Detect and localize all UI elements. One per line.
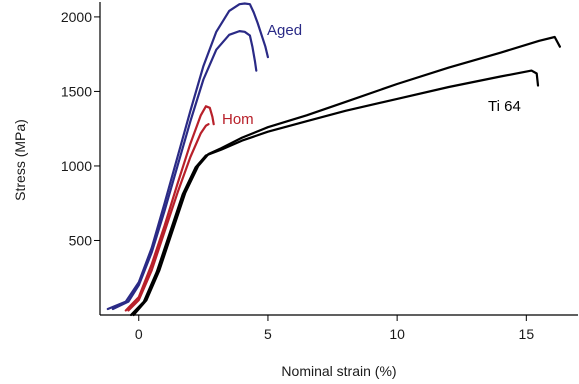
x-axis-title: Nominal strain (%) — [281, 363, 396, 379]
axes — [99, 2, 578, 316]
aged-curve-1 — [106, 2, 269, 311]
x-tick-label: 15 — [519, 326, 535, 342]
aged-curve-2 — [111, 30, 258, 311]
x-tick-label: 5 — [264, 326, 272, 342]
annotation-ti64: Ti 64 — [488, 98, 521, 115]
curves — [106, 2, 561, 317]
hom-curve-3 — [124, 105, 215, 312]
x-tick-label: 10 — [389, 326, 405, 342]
ti64-curve-6 — [129, 69, 540, 317]
hom-curve-4 — [127, 123, 210, 312]
ti64-curve-5 — [132, 35, 561, 317]
ticks: 0 5 10 15 500 1000 1500 2000 — [61, 9, 534, 342]
y-tick-label: 500 — [69, 232, 93, 248]
y-axis-title: Stress (MPa) — [12, 119, 28, 201]
y-tick-label: 2000 — [61, 9, 92, 25]
annotation-hom: Hom — [222, 111, 254, 128]
y-tick-label: 1000 — [61, 158, 92, 174]
y-tick-label: 1500 — [61, 83, 92, 99]
annotation-aged: Aged — [267, 22, 302, 39]
x-tick-label: 0 — [135, 326, 143, 342]
